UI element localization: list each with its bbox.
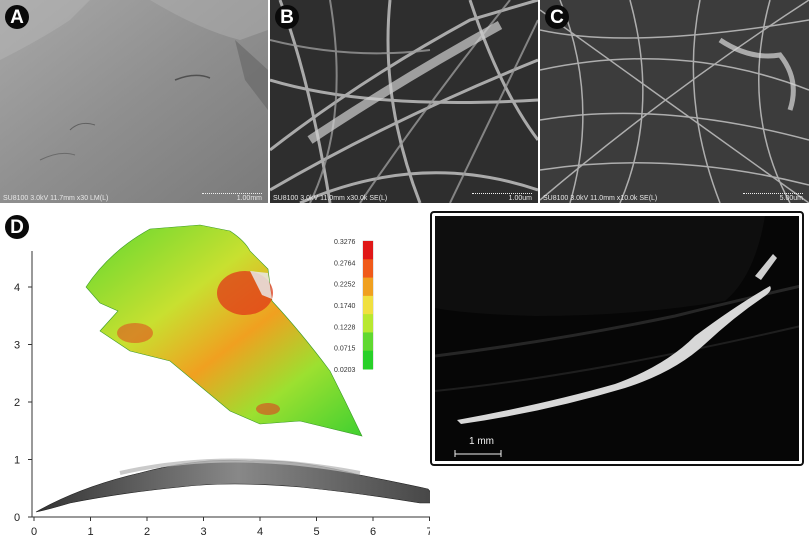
colorbar-label: 0.0203: [334, 367, 356, 374]
x-tick-label: 7: [427, 526, 431, 538]
colorbar-stops: [363, 241, 373, 370]
x-tick-label: 5: [314, 526, 320, 538]
sem-info-bar-b: SU8100 3.0kV 11.0mm x30.0k SE(L) 1.00um: [270, 193, 538, 203]
surface-white-patch: [250, 271, 272, 299]
sem-scale-c: 5.00um: [779, 195, 803, 202]
surface-topography: [85, 224, 363, 437]
colorbar-segment: [363, 277, 373, 297]
ct-image-svg: [435, 216, 799, 461]
colorbar-label: 0.0715: [334, 346, 356, 353]
sem-scale-bar-b: [472, 193, 532, 194]
sem-meta-a: SU8100 3.0kV 11.7mm x30 LM(L): [3, 195, 109, 202]
colorbar-segment: [363, 259, 373, 279]
y-tick-label: 1: [14, 455, 20, 467]
surface-hotspot-left: [117, 323, 153, 343]
x-tick-label: 2: [144, 526, 150, 538]
sem-panel-b-image: [270, 0, 538, 203]
sem-info-bar-c: SU8100 3.0kV 11.0mm x10.0k SE(L) 5.00um: [540, 193, 809, 203]
panel-label-a: A: [5, 5, 29, 29]
colorbar-label: 0.2764: [334, 260, 356, 267]
sem-scale-bar-a: [202, 193, 262, 194]
sem-scale-b: 1.00um: [508, 195, 532, 202]
x-tick-label: 0: [31, 526, 37, 538]
colorbar-segment: [363, 332, 373, 352]
panel-label-d: D: [5, 215, 29, 239]
colorbar-segment: [363, 350, 373, 370]
y-tick-label: 0: [14, 512, 20, 524]
y-tick-label: 2: [14, 397, 20, 409]
profile-mesh: [35, 459, 430, 513]
colorbar-segment: [363, 241, 373, 260]
colorbar-label: 0.1740: [334, 303, 356, 310]
surface-hotspot-bottom: [256, 403, 280, 415]
x-tick-group: 0 1 2 3 4 5 6 7: [31, 517, 430, 538]
y-tick-group: 0 1 2 3 4: [14, 282, 32, 524]
panel-label-b: B: [275, 5, 299, 29]
colorbar-label-group: 0.3276 0.2764 0.2252 0.1740 0.1228 0.0715 0.02…: [334, 239, 356, 374]
panel-label-c: C: [545, 5, 569, 29]
colorbar-label: 0.1228: [334, 324, 356, 331]
x-tick-label: 6: [370, 526, 376, 538]
sem-panel-c: C SU8100 3.0kV 11.0mm x10.0k SE(L) 5.00u…: [540, 0, 809, 203]
sem-panel-c-image: [540, 0, 809, 203]
x-tick-label: 4: [257, 526, 263, 538]
sem-panel-b: B SU8100 3.0kV 11.0mm x30.0k SE(L) 1.00u…: [270, 0, 538, 203]
ct-panel: 1 mm: [430, 211, 804, 466]
colorbar-label: 0.2252: [334, 282, 356, 289]
sem-panel-a-image: [0, 0, 268, 203]
sem-scale-a: 1.00mm: [236, 195, 262, 202]
colorbar-segment: [363, 295, 373, 315]
profile-mesh-top: [119, 458, 361, 475]
sem-panel-a: A SU8100 3.0kV 11.7mm x30 LM(L) 1.00mm: [0, 0, 268, 203]
sem-meta-b: SU8100 3.0kV 11.0mm x30.0k SE(L): [273, 195, 388, 202]
sem-meta-c: SU8100 3.0kV 11.0mm x10.0k SE(L): [543, 195, 658, 202]
x-tick-label: 3: [201, 526, 207, 538]
ct-image: 1 mm: [435, 216, 799, 461]
ct-scale-label: 1 mm: [469, 436, 494, 447]
colorbar-segment: [363, 314, 373, 333]
y-tick-label: 4: [14, 282, 20, 294]
colorbar-label: 0.3276: [334, 239, 356, 246]
x-tick-label: 1: [88, 526, 94, 538]
sem-scale-bar-c: [743, 193, 803, 194]
sem-info-bar-a: SU8100 3.0kV 11.7mm x30 LM(L) 1.00mm: [0, 193, 268, 203]
y-tick-label: 3: [14, 340, 20, 352]
